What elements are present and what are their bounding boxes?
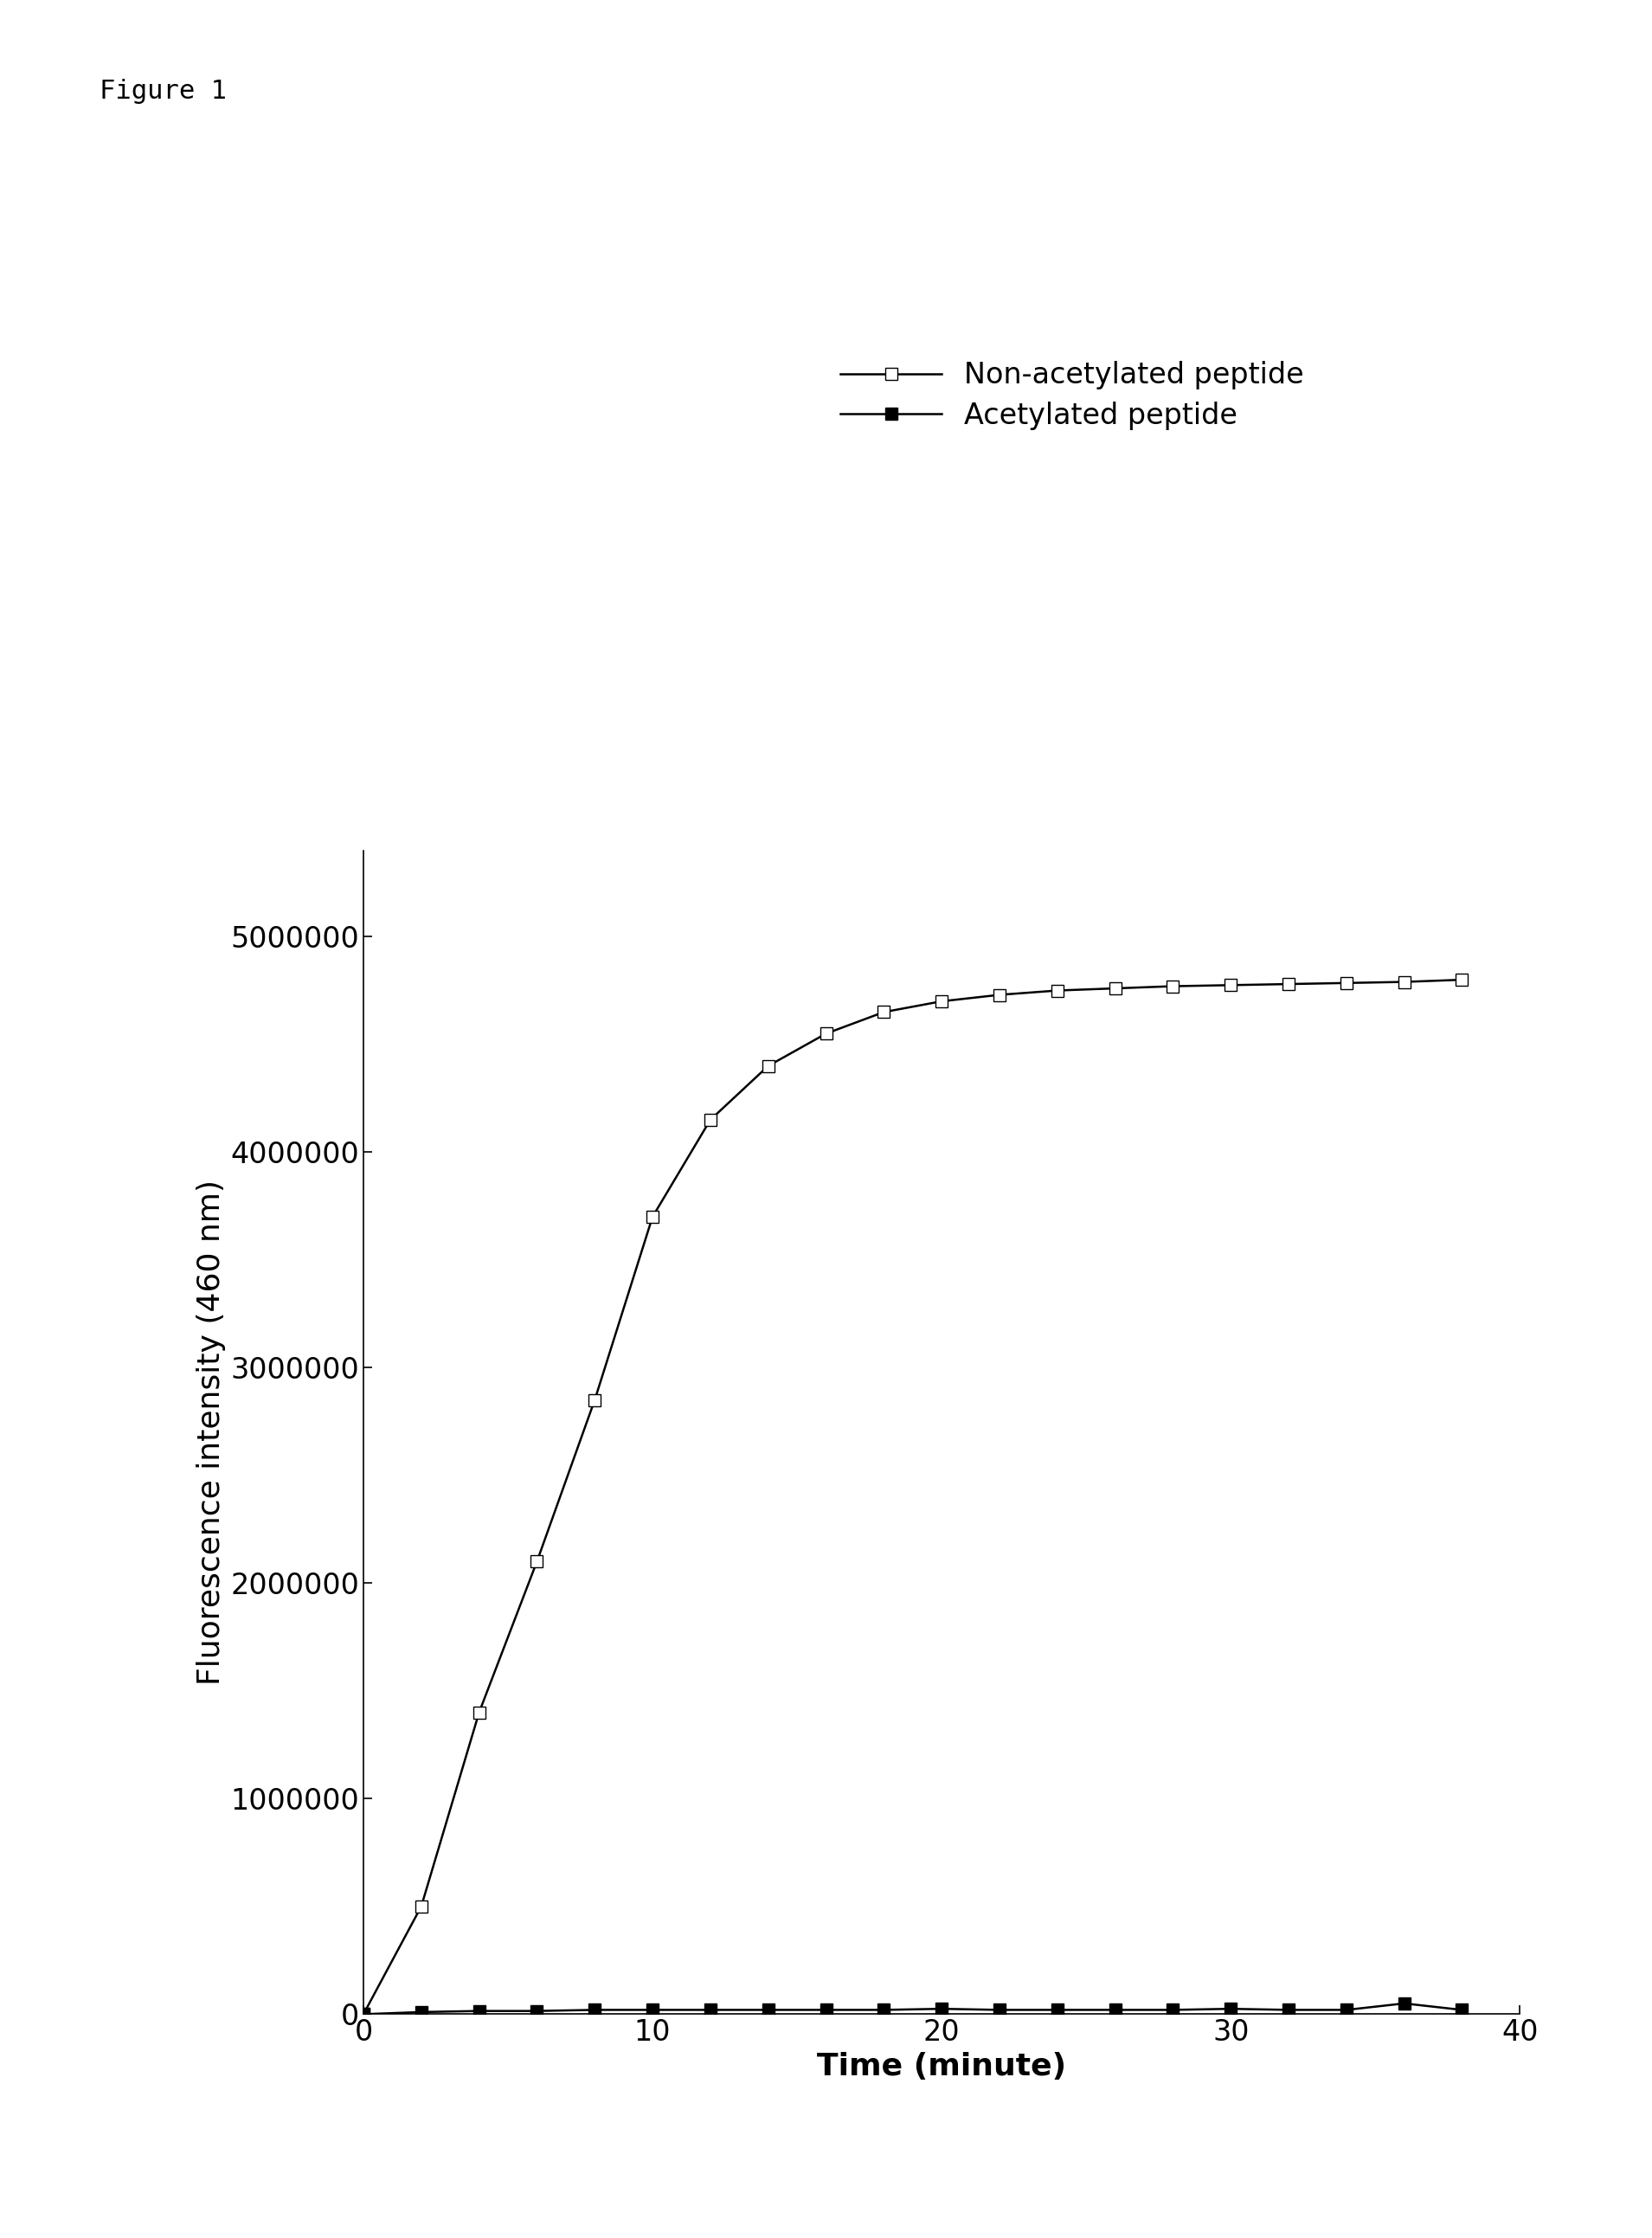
Line: Acetylated peptide: Acetylated peptide [357,1996,1469,2021]
Acetylated peptide [1105,1996,1125,2023]
Non-acetylated peptide [1105,976,1125,1003]
Acetylated peptide [816,1996,836,2023]
Non-acetylated peptide [1452,967,1472,994]
Non-acetylated peptide [1279,971,1298,998]
Non-acetylated peptide [1336,969,1356,996]
Non-acetylated peptide [354,2001,373,2028]
Acetylated peptide [411,1999,431,2025]
Acetylated peptide [1394,1990,1414,2016]
Non-acetylated peptide [1047,978,1067,1005]
Acetylated peptide [1452,1996,1472,2023]
Line: Non-acetylated peptide: Non-acetylated peptide [357,974,1469,2021]
Acetylated peptide [1279,1996,1298,2023]
Legend: Non-acetylated peptide, Acetylated peptide: Non-acetylated peptide, Acetylated pepti… [841,360,1303,430]
Acetylated peptide [932,1996,952,2023]
Acetylated peptide [758,1996,778,2023]
Non-acetylated peptide [816,1021,836,1047]
Text: Figure 1: Figure 1 [99,78,226,103]
Non-acetylated peptide [469,1699,489,1725]
Acetylated peptide [874,1996,894,2023]
Acetylated peptide [1221,1996,1241,2023]
Non-acetylated peptide [990,982,1009,1009]
Non-acetylated peptide [758,1052,778,1079]
Acetylated peptide [700,1996,720,2023]
Y-axis label: Fluorescence intensity (460 nm): Fluorescence intensity (460 nm) [197,1179,226,1685]
Non-acetylated peptide [1163,974,1183,1000]
Non-acetylated peptide [932,987,952,1014]
Non-acetylated peptide [411,1893,431,1920]
Non-acetylated peptide [1394,969,1414,996]
Acetylated peptide [1163,1996,1183,2023]
Acetylated peptide [354,2001,373,2028]
X-axis label: Time (minute): Time (minute) [818,2052,1066,2081]
Non-acetylated peptide [527,1549,547,1576]
Acetylated peptide [643,1996,662,2023]
Acetylated peptide [990,1996,1009,2023]
Acetylated peptide [1047,1996,1067,2023]
Acetylated peptide [527,1999,547,2025]
Non-acetylated peptide [874,998,894,1025]
Non-acetylated peptide [1221,971,1241,998]
Non-acetylated peptide [643,1204,662,1231]
Acetylated peptide [1336,1996,1356,2023]
Acetylated peptide [469,1999,489,2025]
Non-acetylated peptide [700,1106,720,1132]
Non-acetylated peptide [585,1388,605,1414]
Acetylated peptide [585,1996,605,2023]
